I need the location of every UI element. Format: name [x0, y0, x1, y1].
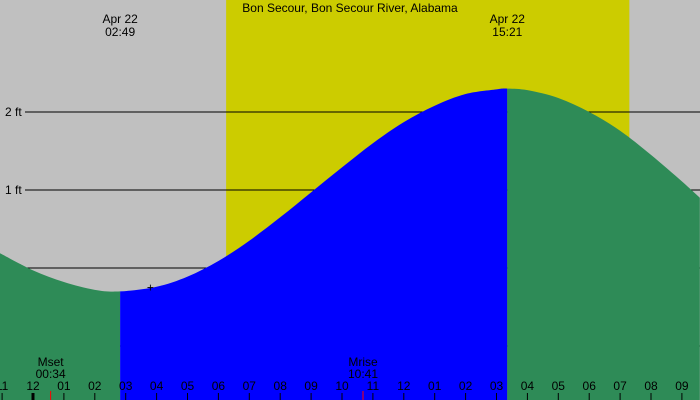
x-tick-label: 09 [304, 379, 318, 393]
x-tick-label: 02 [459, 379, 473, 393]
y-tick-label: 2 ft [5, 105, 22, 119]
y-tick-label: 1 ft [5, 183, 22, 197]
high-tide-time: 15:21 [492, 25, 522, 39]
x-tick-label: 04 [150, 379, 164, 393]
x-tick-label: 10 [335, 379, 349, 393]
x-tick-label: 08 [274, 379, 288, 393]
x-tick-label: 11 [367, 379, 380, 393]
x-tick-label: 03 [119, 379, 133, 393]
x-tick-label: 05 [552, 379, 566, 393]
moon-event-time: 10:41 [348, 367, 378, 381]
moon-event-label: Mrise [348, 355, 378, 369]
x-tick-label: 02 [88, 379, 102, 393]
x-tick-label: 01 [428, 379, 442, 393]
moon-event-label: Mset [38, 355, 65, 369]
x-tick-label: 09 [675, 379, 689, 393]
low-tide-date: Apr 22 [102, 12, 138, 26]
x-tick-label: 08 [644, 379, 658, 393]
x-tick-label: 11 [0, 379, 9, 393]
moon-event-time: 00:34 [36, 367, 66, 381]
x-tick-label: 12 [397, 379, 411, 393]
x-tick-label: 07 [613, 379, 627, 393]
current-time-marker: + [147, 281, 154, 295]
chart-title: Bon Secour, Bon Secour River, Alabama [242, 1, 458, 15]
x-tick-label: 12 [26, 379, 40, 393]
x-tick-label: 01 [57, 379, 71, 393]
x-tick-label: 06 [212, 379, 226, 393]
x-axis: 11 12 01 02 03 04 05 06 07 08 09 10 11 12 01 02 03 04 05 06… [0, 379, 689, 400]
x-tick-label: 05 [181, 379, 195, 393]
x-tick-label: 06 [583, 379, 597, 393]
x-tick-label: 07 [243, 379, 257, 393]
x-tick-label: 03 [490, 379, 504, 393]
current-marker: + [147, 281, 154, 295]
low-tide-time: 02:49 [105, 25, 135, 39]
x-tick-label: 04 [521, 379, 535, 393]
high-tide-date: Apr 22 [490, 12, 526, 26]
